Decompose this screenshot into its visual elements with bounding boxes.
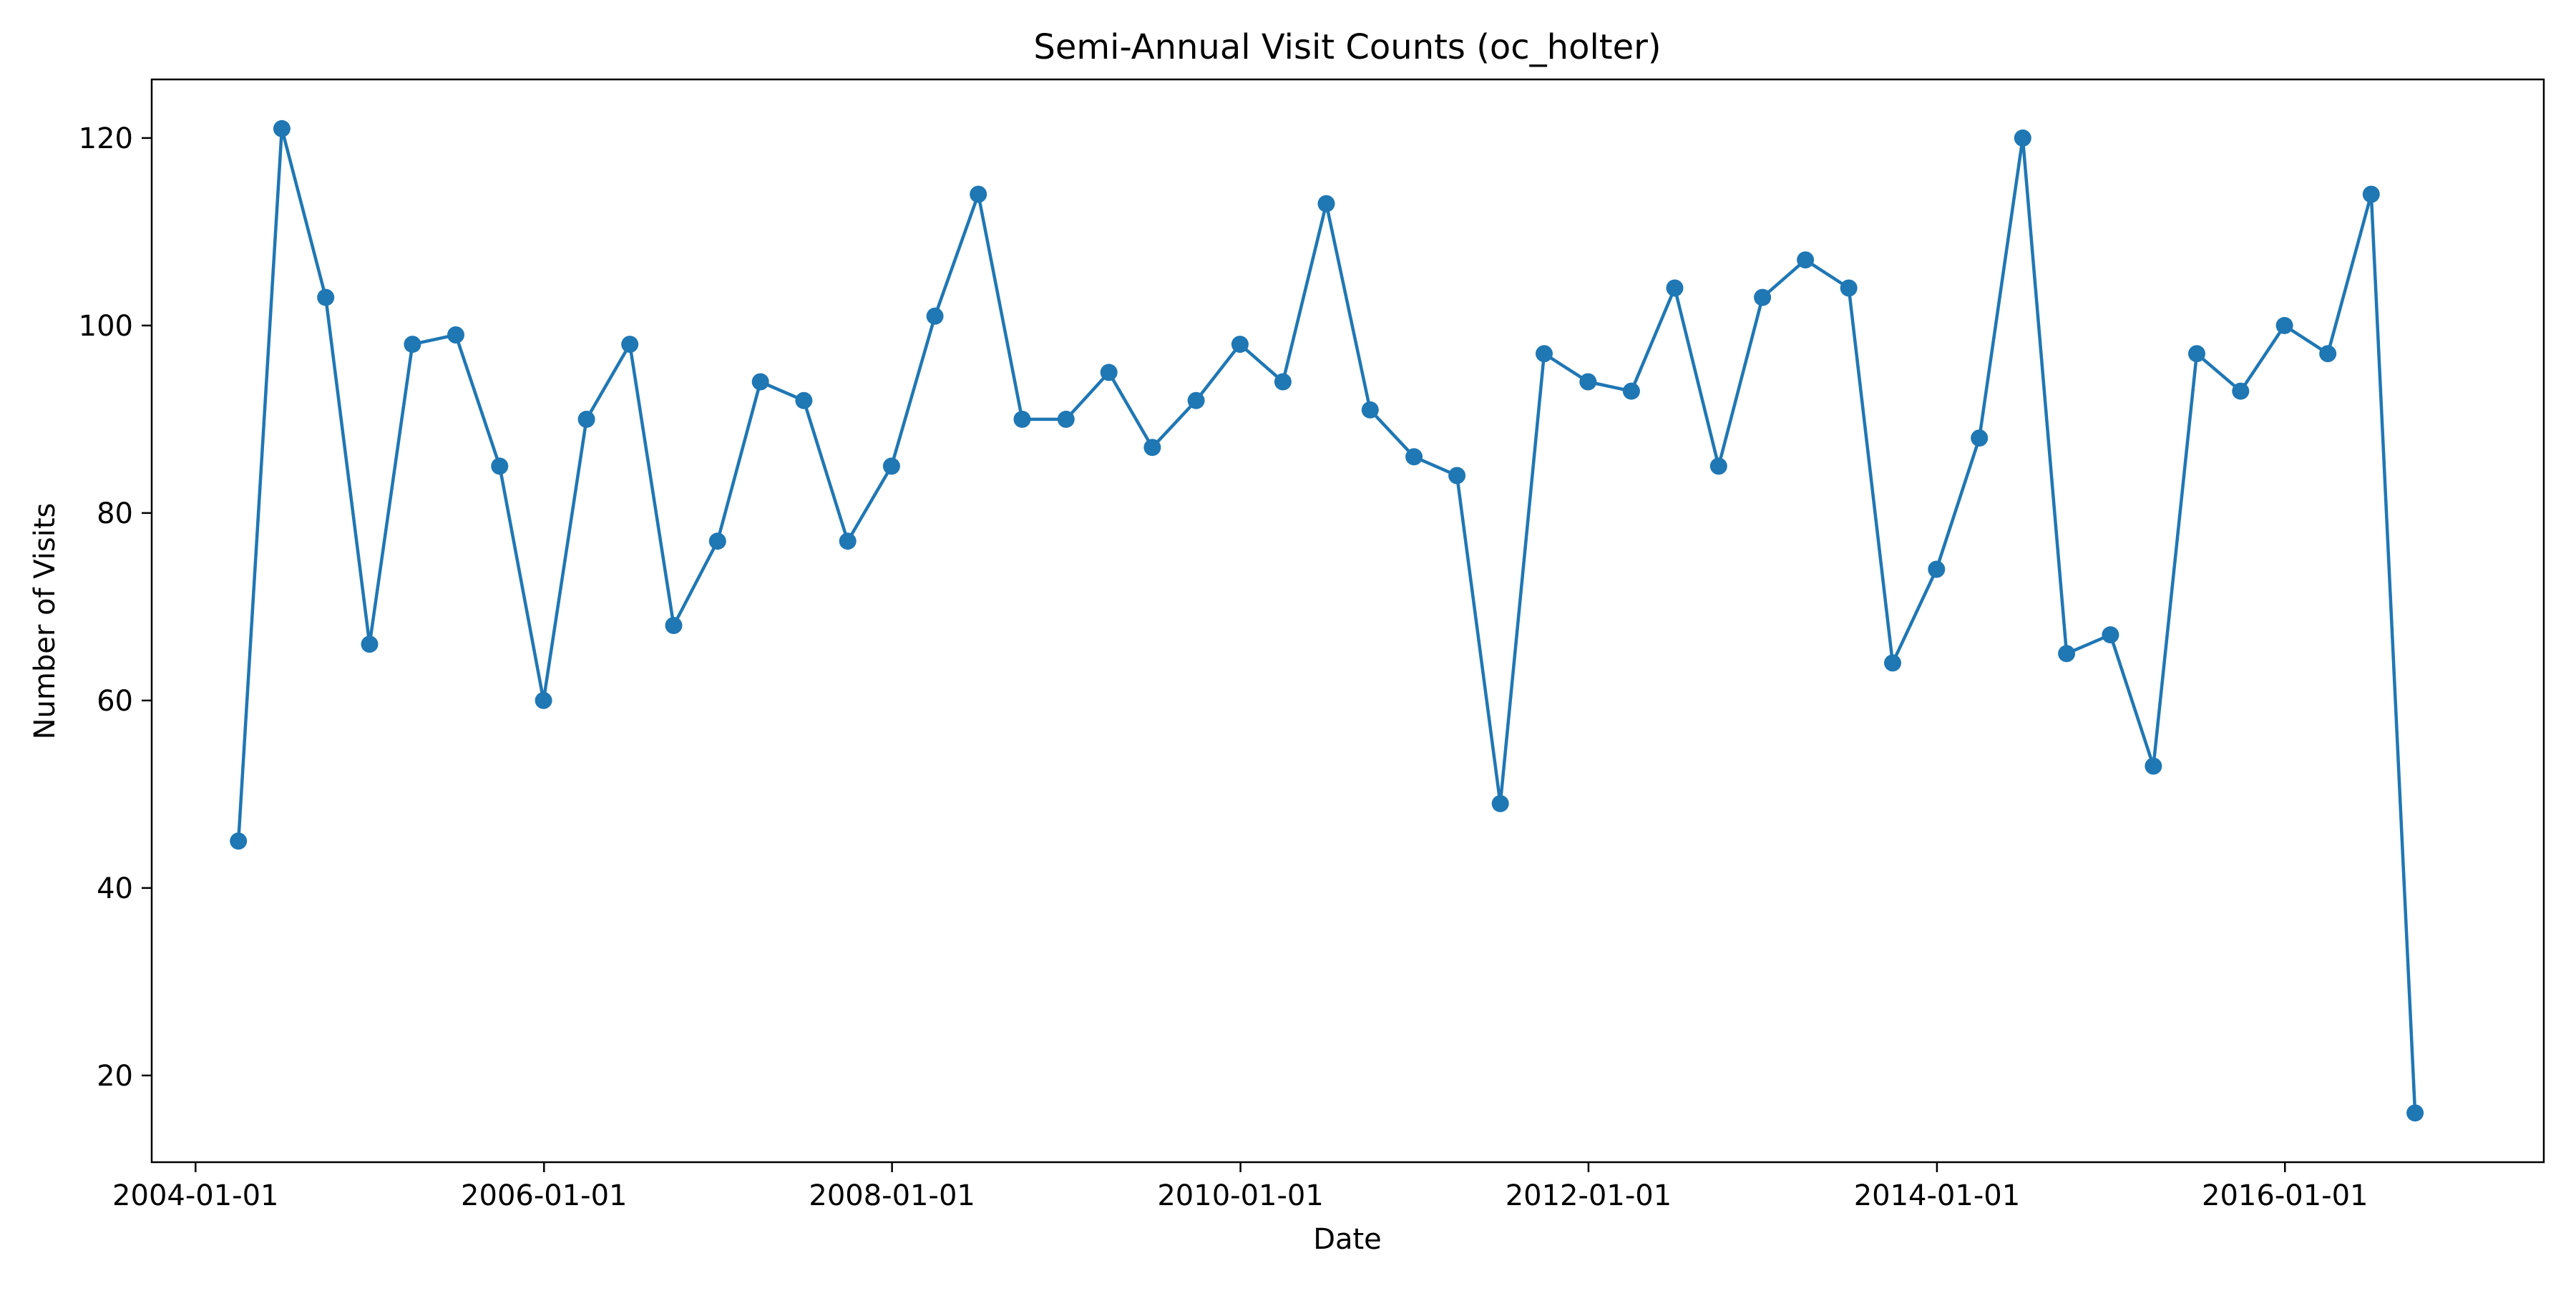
- data-point: [2362, 185, 2380, 203]
- x-tick-label: 2016-01-01: [2202, 1179, 2368, 1212]
- data-point: [1013, 410, 1031, 428]
- data-point: [2319, 345, 2337, 363]
- data-point: [447, 326, 464, 344]
- data-point: [2014, 129, 2031, 147]
- data-point: [2102, 626, 2119, 644]
- data-point: [1884, 654, 1901, 672]
- data-point: [1840, 279, 1858, 297]
- x-tick-label: 2012-01-01: [1506, 1179, 1672, 1212]
- data-point: [1536, 345, 1553, 363]
- data-point: [1231, 336, 1249, 354]
- plot-area: [230, 120, 2424, 1122]
- data-point: [317, 288, 335, 306]
- data-point: [882, 457, 900, 475]
- data-point: [1405, 448, 1423, 466]
- y-tick-label: 100: [79, 310, 133, 343]
- data-point: [1361, 401, 1379, 419]
- chart-title: Semi-Annual Visit Counts (oc_holter): [1033, 27, 1661, 67]
- y-tick-label: 80: [97, 497, 133, 530]
- x-axis: 2004-01-01 2006-01-01 2008-01-01 2010-01-01…: [112, 1162, 2368, 1212]
- data-point: [665, 617, 683, 634]
- y-tick-label: 120: [79, 122, 133, 155]
- x-tick-label: 2008-01-01: [809, 1179, 975, 1212]
- x-tick-label: 2010-01-01: [1157, 1179, 1323, 1212]
- data-point: [1143, 439, 1161, 457]
- y-tick-label: 40: [97, 872, 133, 905]
- data-point: [404, 336, 421, 354]
- data-point: [1057, 410, 1075, 428]
- data-point: [535, 691, 552, 709]
- y-tick-label: 20: [97, 1060, 133, 1093]
- y-axis-label: Number of Visits: [29, 503, 62, 740]
- data-point: [1448, 467, 1466, 484]
- data-point: [230, 832, 248, 850]
- x-tick-label: 2004-01-01: [112, 1179, 278, 1212]
- data-point: [1797, 251, 1815, 269]
- data-point: [491, 457, 509, 475]
- data-point: [1971, 429, 1989, 447]
- data-point: [1622, 382, 1640, 400]
- data-point: [839, 532, 857, 550]
- x-axis-label: Date: [1313, 1223, 1382, 1256]
- data-point: [273, 120, 291, 137]
- plot-frame: [150, 78, 2545, 1164]
- data-point: [1274, 373, 1292, 391]
- data-point: [577, 410, 595, 428]
- data-point: [2145, 757, 2162, 775]
- data-point: [795, 391, 813, 409]
- data-point: [1709, 457, 1727, 475]
- data-point: [2406, 1104, 2424, 1122]
- data-point: [1579, 373, 1597, 391]
- data-point: [2058, 645, 2076, 663]
- data-point: [970, 185, 987, 203]
- data-point: [1491, 794, 1509, 812]
- x-tick-label: 2014-01-01: [1854, 1179, 2020, 1212]
- x-tick-label: 2006-01-01: [461, 1179, 627, 1212]
- data-point: [1928, 560, 1946, 578]
- y-tick-label: 60: [97, 685, 133, 718]
- data-point: [621, 336, 639, 354]
- data-point: [926, 307, 944, 325]
- data-point: [1666, 279, 1684, 297]
- data-point: [2275, 316, 2293, 334]
- data-point: [751, 373, 769, 391]
- data-point: [2188, 345, 2205, 363]
- data-point: [361, 635, 379, 653]
- data-point: [708, 532, 726, 550]
- y-axis: 20 40 60 80 100 120: [79, 122, 152, 1093]
- data-point: [1754, 288, 1772, 306]
- data-point: [1100, 364, 1118, 381]
- data-point: [1187, 391, 1205, 409]
- data-point: [1317, 195, 1335, 213]
- data-point: [2232, 382, 2250, 400]
